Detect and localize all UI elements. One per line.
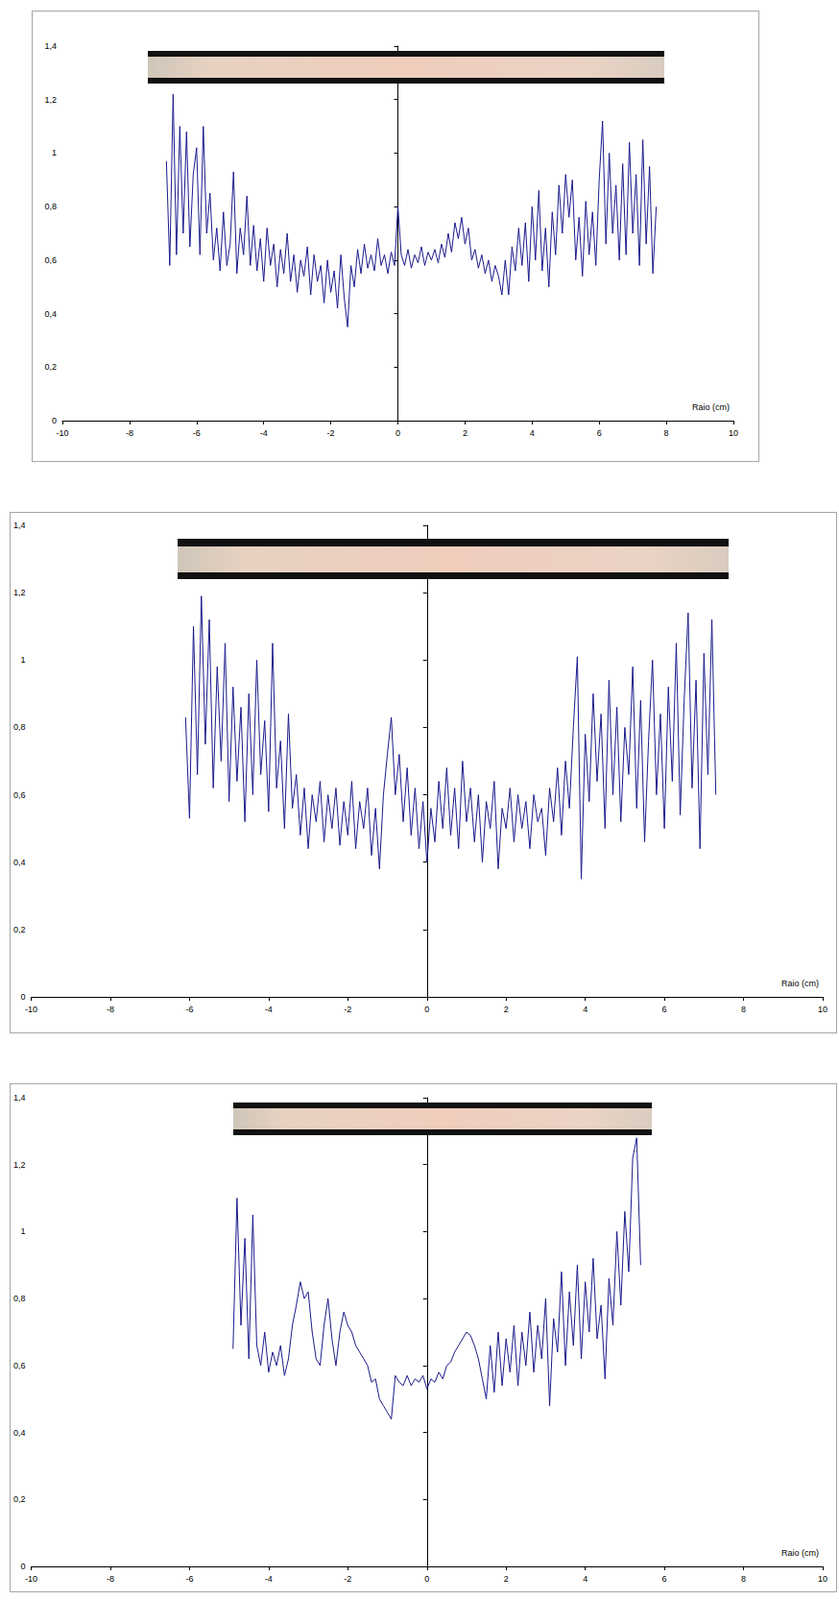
svg-text:0,2: 0,2 [44, 361, 57, 372]
svg-text:0,4: 0,4 [44, 309, 57, 319]
svg-text:1,4: 1,4 [44, 41, 57, 51]
svg-text:0,6: 0,6 [13, 1360, 26, 1370]
svg-text:1,4: 1,4 [13, 520, 26, 530]
svg-text:1,2: 1,2 [13, 587, 26, 598]
svg-text:0,2: 0,2 [13, 1493, 26, 1504]
svg-text:0,4: 0,4 [13, 1427, 26, 1438]
svg-text:-4: -4 [264, 1573, 273, 1583]
svg-text:10: 10 [728, 428, 739, 438]
svg-text:6: 6 [662, 1004, 668, 1014]
svg-text:10: 10 [817, 1004, 828, 1014]
svg-text:-4: -4 [260, 428, 268, 438]
svg-text:4: 4 [582, 1004, 588, 1014]
svg-text:0: 0 [424, 1004, 430, 1014]
svg-text:6: 6 [662, 1573, 668, 1583]
svg-text:-6: -6 [185, 1004, 193, 1014]
svg-text:0,8: 0,8 [13, 721, 26, 732]
svg-text:-10: -10 [24, 1573, 38, 1583]
svg-text:0,6: 0,6 [44, 255, 57, 265]
svg-text:0,2: 0,2 [13, 924, 26, 935]
svg-text:2: 2 [503, 1573, 509, 1583]
svg-text:8: 8 [741, 1004, 746, 1014]
svg-text:0,6: 0,6 [13, 790, 26, 800]
svg-text:2: 2 [503, 1004, 509, 1014]
svg-text:1,2: 1,2 [13, 1159, 26, 1170]
svg-text:8: 8 [664, 428, 670, 438]
svg-text:0,8: 0,8 [44, 201, 57, 212]
svg-text:-2: -2 [343, 1573, 352, 1583]
svg-text:0: 0 [395, 428, 401, 438]
svg-text:0: 0 [51, 415, 57, 426]
svg-text:-10: -10 [55, 428, 69, 438]
svg-text:-8: -8 [106, 1004, 115, 1014]
svg-text:-4: -4 [264, 1004, 273, 1014]
svg-text:4: 4 [529, 428, 535, 438]
svg-text:1,4: 1,4 [13, 1092, 26, 1103]
svg-text:1: 1 [20, 1225, 25, 1236]
svg-text:1: 1 [51, 147, 57, 158]
svg-text:Raio (cm): Raio (cm) [692, 402, 730, 412]
svg-text:4: 4 [582, 1573, 588, 1583]
svg-text:Raio (cm): Raio (cm) [781, 978, 819, 988]
svg-text:2: 2 [462, 428, 468, 438]
svg-text:-2: -2 [343, 1004, 352, 1014]
svg-text:6: 6 [597, 428, 602, 438]
svg-text:0: 0 [424, 1573, 430, 1583]
svg-text:0,4: 0,4 [13, 857, 26, 867]
svg-text:-2: -2 [327, 428, 336, 438]
svg-text:-6: -6 [185, 1573, 193, 1583]
svg-text:-8: -8 [125, 428, 134, 438]
svg-text:-8: -8 [106, 1573, 115, 1583]
svg-text:Raio (cm): Raio (cm) [781, 1547, 819, 1558]
svg-text:-10: -10 [24, 1004, 38, 1014]
svg-text:0,8: 0,8 [13, 1293, 26, 1303]
svg-text:-6: -6 [192, 428, 201, 438]
svg-text:1: 1 [20, 654, 25, 665]
svg-text:0: 0 [20, 1560, 25, 1571]
svg-text:10: 10 [817, 1573, 828, 1583]
svg-text:0: 0 [20, 991, 25, 1002]
svg-text:8: 8 [741, 1573, 746, 1583]
svg-text:1,2: 1,2 [44, 95, 57, 105]
